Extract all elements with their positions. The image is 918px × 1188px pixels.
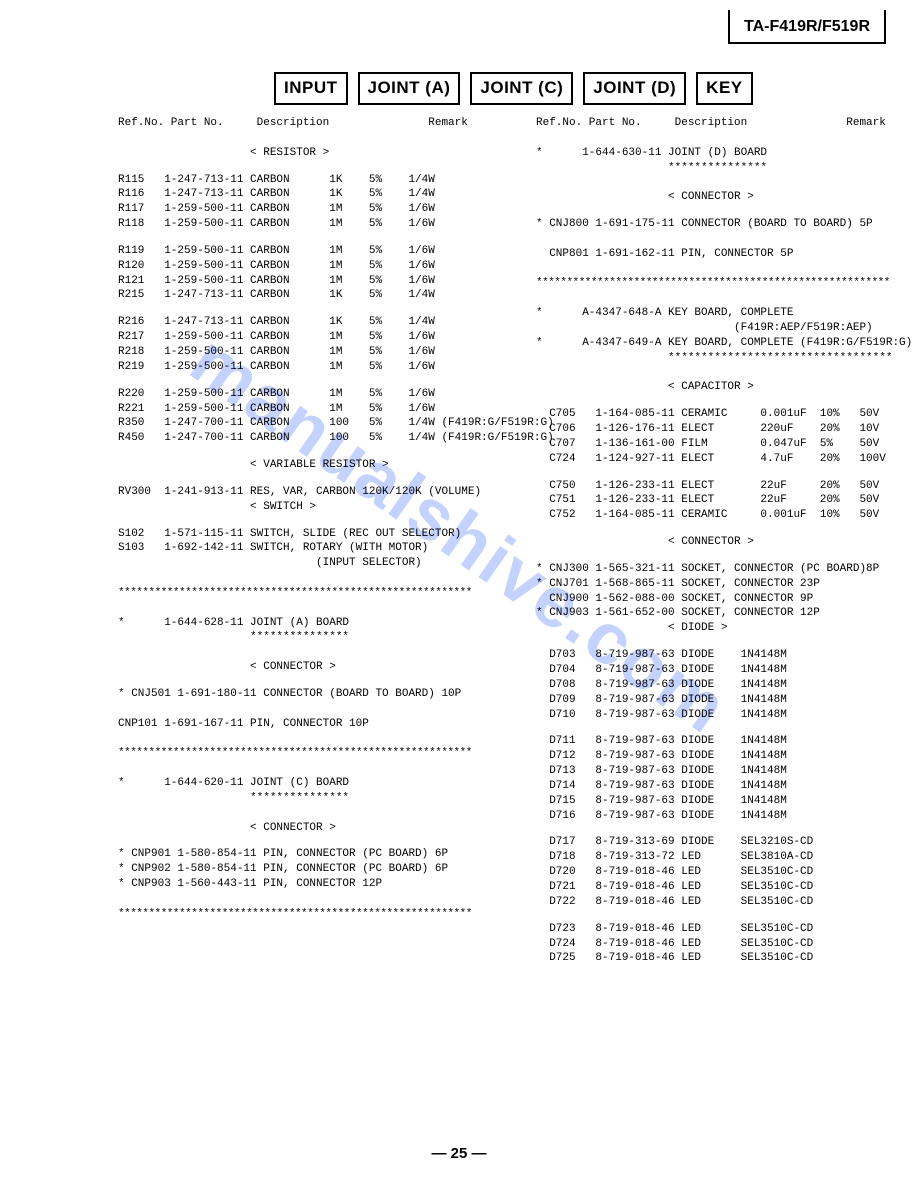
right-column: Ref.No. Part No. Description Remark * 1-… bbox=[536, 116, 906, 978]
part-row: D714 8-719-987-63 DIODE 1N4148M bbox=[536, 779, 906, 794]
part-row: D725 8-719-018-46 LED SEL3510C-CD bbox=[536, 951, 906, 966]
text-row: S102 1-571-115-11 SWITCH, SLIDE (REC OUT… bbox=[118, 527, 488, 542]
text-row: * 1-644-628-11 JOINT (A) BOARD bbox=[118, 616, 488, 631]
part-row: R118 1-259-500-11 CARBON 1M 5% 1/6W bbox=[118, 217, 488, 232]
part-row: D713 8-719-987-63 DIODE 1N4148M bbox=[536, 764, 906, 779]
tab-input: INPUT bbox=[274, 72, 348, 105]
tab-key: KEY bbox=[696, 72, 752, 105]
part-row: C707 1-136-161-00 FILM 0.047uF 5% 50V bbox=[536, 437, 906, 452]
text-row: * CNJ501 1-691-180-11 CONNECTOR (BOARD T… bbox=[118, 687, 488, 702]
part-row: R119 1-259-500-11 CARBON 1M 5% 1/6W bbox=[118, 244, 488, 259]
text-row: S103 1-692-142-11 SWITCH, ROTARY (WITH M… bbox=[118, 541, 488, 556]
part-row: D715 8-719-987-63 DIODE 1N4148M bbox=[536, 794, 906, 809]
part-row: D703 8-719-987-63 DIODE 1N4148M bbox=[536, 648, 906, 663]
text-row: * CNP903 1-560-443-11 PIN, CONNECTOR 12P bbox=[118, 877, 488, 892]
part-row: C750 1-126-233-11 ELECT 22uF 20% 50V bbox=[536, 479, 906, 494]
part-row: D722 8-719-018-46 LED SEL3510C-CD bbox=[536, 895, 906, 910]
text-row-right: (INPUT SELECTOR) bbox=[118, 556, 488, 571]
part-row: D721 8-719-018-46 LED SEL3510C-CD bbox=[536, 880, 906, 895]
part-row: R217 1-259-500-11 CARBON 1M 5% 1/6W bbox=[118, 330, 488, 345]
part-row: R120 1-259-500-11 CARBON 1M 5% 1/6W bbox=[118, 259, 488, 274]
text-row: CNP101 1-691-167-11 PIN, CONNECTOR 10P bbox=[118, 717, 488, 732]
part-row: D716 8-719-987-63 DIODE 1N4148M bbox=[536, 809, 906, 824]
text-row: * CNJ701 1-568-865-11 SOCKET, CONNECTOR … bbox=[536, 577, 906, 592]
part-row: C724 1-124-927-11 ELECT 4.7uF 20% 100V bbox=[536, 452, 906, 467]
header-underline bbox=[536, 131, 906, 146]
part-row: D723 8-719-018-46 LED SEL3510C-CD bbox=[536, 922, 906, 937]
part-row: R450 1-247-700-11 CARBON 100 5% 1/4W (F4… bbox=[118, 431, 488, 446]
part-row: R215 1-247-713-11 CARBON 1K 5% 1/4W bbox=[118, 288, 488, 303]
part-row: D724 8-719-018-46 LED SEL3510C-CD bbox=[536, 937, 906, 952]
text-row: * A-4347-649-A KEY BOARD, COMPLETE (F419… bbox=[536, 336, 906, 351]
text-row: * CNP901 1-580-854-11 PIN, CONNECTOR (PC… bbox=[118, 847, 488, 862]
stars-row: ********************************** bbox=[536, 351, 906, 366]
part-row: D709 8-719-987-63 DIODE 1N4148M bbox=[536, 693, 906, 708]
part-row: R121 1-259-500-11 CARBON 1M 5% 1/6W bbox=[118, 274, 488, 289]
part-row: D711 8-719-987-63 DIODE 1N4148M bbox=[536, 734, 906, 749]
section-heading: < VARIABLE RESISTOR > bbox=[118, 458, 488, 473]
part-row: D712 8-719-987-63 DIODE 1N4148M bbox=[536, 749, 906, 764]
column-header: Ref.No. Part No. Description Remark bbox=[536, 116, 906, 131]
parts-list-columns: Ref.No. Part No. Description Remark < RE… bbox=[118, 116, 906, 978]
separator-row: ****************************************… bbox=[118, 907, 488, 922]
text-row: CNJ900 1-562-088-00 SOCKET, CONNECTOR 9P bbox=[536, 592, 906, 607]
separator-row: ****************************************… bbox=[118, 586, 488, 601]
part-row: C705 1-164-085-11 CERAMIC 0.001uF 10% 50… bbox=[536, 407, 906, 422]
section-heading: < CONNECTOR > bbox=[118, 821, 488, 836]
tab-joint-d: JOINT (D) bbox=[583, 72, 686, 105]
section-heading: < CONNECTOR > bbox=[536, 535, 906, 550]
model-number: TA-F419R/F519R bbox=[744, 18, 870, 35]
section-heading: < SWITCH > bbox=[118, 500, 488, 515]
part-row: R115 1-247-713-11 CARBON 1K 5% 1/4W bbox=[118, 173, 488, 188]
section-tabs: INPUT JOINT (A) JOINT (C) JOINT (D) KEY bbox=[274, 72, 753, 105]
separator-row: ****************************************… bbox=[536, 276, 906, 291]
part-row: D710 8-719-987-63 DIODE 1N4148M bbox=[536, 708, 906, 723]
section-heading: < CONNECTOR > bbox=[118, 660, 488, 675]
part-row: D717 8-719-313-69 DIODE SEL3210S-CD bbox=[536, 835, 906, 850]
part-row: R218 1-259-500-11 CARBON 1M 5% 1/6W bbox=[118, 345, 488, 360]
part-row: D704 8-719-987-63 DIODE 1N4148M bbox=[536, 663, 906, 678]
part-row: R350 1-247-700-11 CARBON 100 5% 1/4W (F4… bbox=[118, 416, 488, 431]
column-header: Ref.No. Part No. Description Remark bbox=[118, 116, 488, 131]
text-row: * CNJ903 1-561-652-00 SOCKET, CONNECTOR … bbox=[536, 606, 906, 621]
text-row: * CNP902 1-580-854-11 PIN, CONNECTOR (PC… bbox=[118, 862, 488, 877]
text-row: CNP801 1-691-162-11 PIN, CONNECTOR 5P bbox=[536, 247, 906, 262]
left-column: Ref.No. Part No. Description Remark < RE… bbox=[118, 116, 488, 978]
stars-row: *************** bbox=[536, 161, 906, 176]
part-row: R220 1-259-500-11 CARBON 1M 5% 1/6W bbox=[118, 387, 488, 402]
text-row: RV300 1-241-913-11 RES, VAR, CARBON 120K… bbox=[118, 485, 488, 500]
part-row: C706 1-126-176-11 ELECT 220uF 20% 10V bbox=[536, 422, 906, 437]
part-row: R117 1-259-500-11 CARBON 1M 5% 1/6W bbox=[118, 202, 488, 217]
separator-row: ****************************************… bbox=[118, 746, 488, 761]
text-row: * 1-644-620-11 JOINT (C) BOARD bbox=[118, 776, 488, 791]
header-underline bbox=[118, 131, 488, 146]
text-row: * 1-644-630-11 JOINT (D) BOARD bbox=[536, 146, 906, 161]
part-row: R219 1-259-500-11 CARBON 1M 5% 1/6W bbox=[118, 360, 488, 375]
text-row: * CNJ300 1-565-321-11 SOCKET, CONNECTOR … bbox=[536, 562, 906, 577]
stars-row: *************** bbox=[118, 791, 488, 806]
tab-joint-a: JOINT (A) bbox=[358, 72, 461, 105]
model-number-box: TA-F419R/F519R bbox=[728, 10, 886, 44]
text-row-right: (F419R:AEP/F519R:AEP) bbox=[536, 321, 906, 336]
stars-row: *************** bbox=[118, 630, 488, 645]
section-heading: < CONNECTOR > bbox=[536, 190, 906, 205]
text-row: * CNJ800 1-691-175-11 CONNECTOR (BOARD T… bbox=[536, 217, 906, 232]
part-row: D720 8-719-018-46 LED SEL3510C-CD bbox=[536, 865, 906, 880]
page-number: — 25 — bbox=[431, 1144, 486, 1164]
part-row: D718 8-719-313-72 LED SEL3810A-CD bbox=[536, 850, 906, 865]
part-row: R221 1-259-500-11 CARBON 1M 5% 1/6W bbox=[118, 402, 488, 417]
part-row: C752 1-164-085-11 CERAMIC 0.001uF 10% 50… bbox=[536, 508, 906, 523]
part-row: C751 1-126-233-11 ELECT 22uF 20% 50V bbox=[536, 493, 906, 508]
section-heading: < CAPACITOR > bbox=[536, 380, 906, 395]
part-row: R116 1-247-713-11 CARBON 1K 5% 1/4W bbox=[118, 187, 488, 202]
part-row: R216 1-247-713-11 CARBON 1K 5% 1/4W bbox=[118, 315, 488, 330]
section-heading: < DIODE > bbox=[536, 621, 906, 636]
part-row: D708 8-719-987-63 DIODE 1N4148M bbox=[536, 678, 906, 693]
section-heading: < RESISTOR > bbox=[118, 146, 488, 161]
tab-joint-c: JOINT (C) bbox=[470, 72, 573, 105]
text-row: * A-4347-648-A KEY BOARD, COMPLETE bbox=[536, 306, 906, 321]
